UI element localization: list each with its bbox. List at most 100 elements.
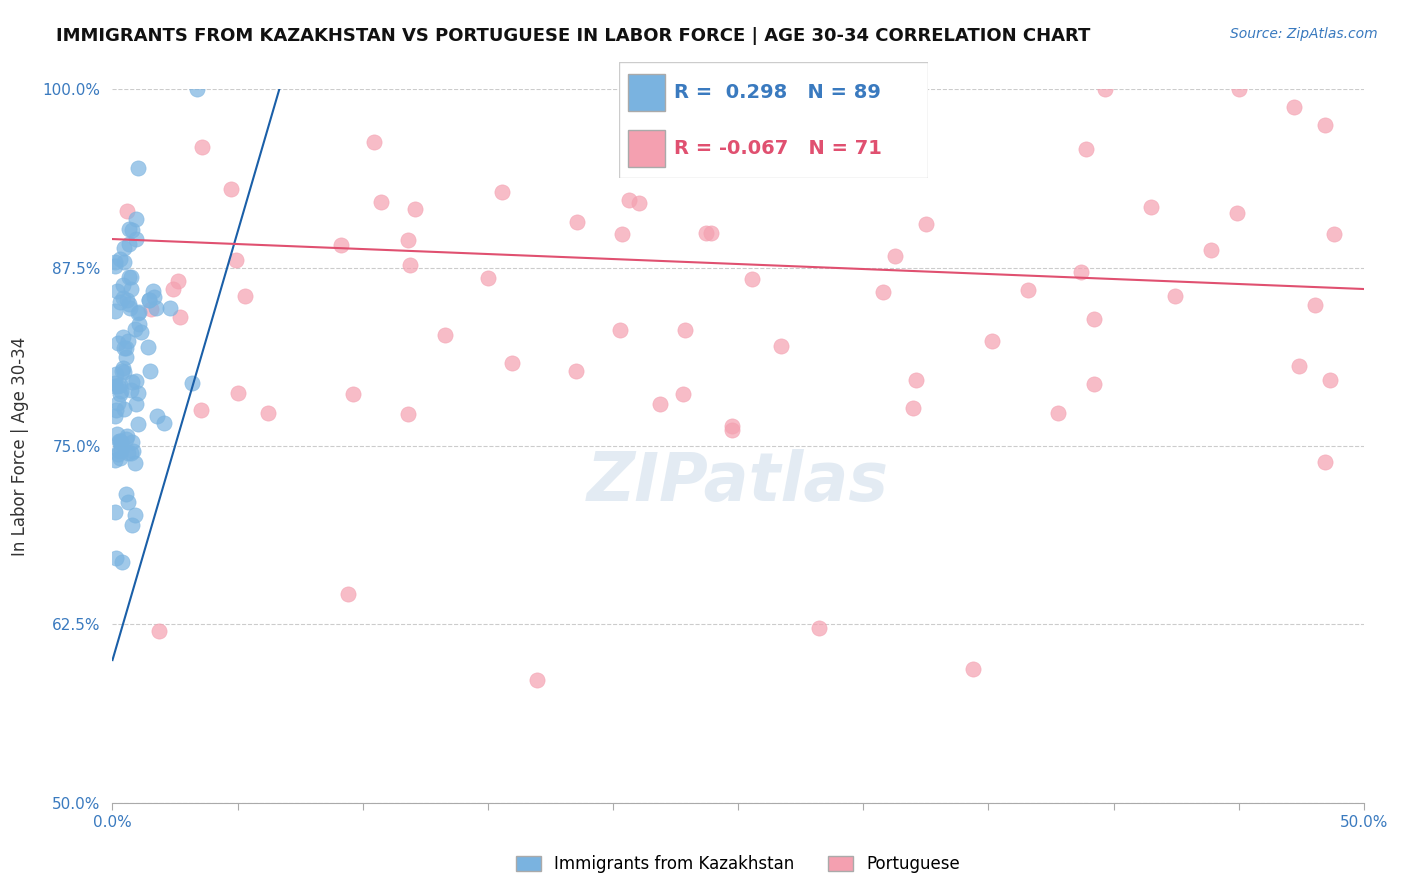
Point — [112, 278, 135, 293]
Point — [114, 487, 136, 501]
Point — [115, 341, 138, 355]
Point — [1313, 118, 1336, 132]
Point — [396, 233, 419, 247]
Point — [180, 376, 202, 390]
Point — [117, 495, 139, 509]
Text: ZIPatlas: ZIPatlas — [588, 449, 889, 515]
Point — [1226, 205, 1249, 219]
Point — [115, 293, 138, 307]
Point — [673, 323, 696, 337]
Point — [104, 409, 127, 423]
Point — [112, 254, 135, 268]
Point — [610, 227, 633, 241]
Point — [120, 301, 142, 315]
Point — [104, 378, 127, 392]
Point — [107, 379, 129, 393]
Point — [108, 295, 131, 310]
Point — [131, 326, 153, 340]
Point — [370, 194, 392, 209]
Point — [104, 304, 127, 318]
Point — [142, 284, 165, 298]
Point — [108, 378, 131, 392]
Point — [112, 401, 135, 416]
Point — [146, 409, 169, 423]
Point — [770, 339, 793, 353]
Point — [162, 282, 184, 296]
Point — [477, 271, 499, 285]
Point — [125, 374, 148, 388]
Point — [721, 423, 744, 437]
Point — [112, 361, 135, 376]
Point — [127, 386, 149, 401]
Point — [118, 297, 141, 311]
Point — [111, 364, 134, 378]
Point — [104, 254, 127, 268]
Point — [124, 321, 146, 335]
Point — [114, 351, 136, 365]
Point — [127, 305, 149, 319]
Point — [766, 153, 789, 168]
Point — [128, 305, 150, 319]
Point — [330, 237, 353, 252]
Point — [111, 555, 134, 569]
Point — [434, 328, 457, 343]
Point — [1083, 312, 1105, 326]
Point — [159, 301, 181, 316]
Point — [191, 140, 214, 154]
Point — [872, 285, 894, 300]
Point — [125, 232, 148, 246]
Point — [139, 302, 162, 317]
Point — [121, 434, 143, 449]
Point — [107, 335, 129, 350]
Point — [121, 282, 143, 296]
Point — [120, 270, 142, 285]
Point — [110, 252, 132, 267]
FancyBboxPatch shape — [628, 129, 665, 167]
Point — [1319, 373, 1341, 387]
Text: IMMIGRANTS FROM KAZAKHSTAN VS PORTUGUESE IN LABOR FORCE | AGE 30-34 CORRELATION : IMMIGRANTS FROM KAZAKHSTAN VS PORTUGUESE… — [56, 27, 1091, 45]
Point — [104, 505, 127, 519]
Point — [115, 432, 138, 446]
Point — [404, 202, 426, 216]
Point — [128, 318, 150, 332]
Point — [118, 221, 141, 235]
Point — [1070, 265, 1092, 279]
Point — [526, 673, 548, 687]
Point — [226, 386, 249, 401]
Point — [721, 418, 744, 433]
Point — [112, 365, 135, 379]
FancyBboxPatch shape — [628, 74, 665, 112]
Point — [110, 384, 132, 399]
Point — [741, 272, 763, 286]
Point — [117, 237, 139, 252]
Y-axis label: In Labor Force | Age 30-34: In Labor Force | Age 30-34 — [11, 336, 28, 556]
Point — [884, 249, 907, 263]
Point — [104, 376, 127, 390]
Point — [609, 323, 631, 337]
Point — [901, 401, 924, 415]
Point — [104, 403, 127, 417]
Point — [225, 253, 247, 268]
Point — [105, 367, 128, 381]
Point — [1074, 142, 1097, 156]
Point — [672, 387, 695, 401]
Point — [1139, 201, 1161, 215]
Point — [650, 397, 672, 411]
Point — [1288, 359, 1310, 373]
Point — [905, 373, 928, 387]
Point — [396, 407, 419, 421]
Point — [1323, 227, 1346, 242]
Point — [110, 436, 132, 450]
Point — [124, 456, 146, 470]
Legend: Immigrants from Kazakhstan, Portuguese: Immigrants from Kazakhstan, Portuguese — [509, 849, 967, 880]
Point — [186, 82, 208, 96]
Point — [1227, 82, 1250, 96]
Point — [143, 290, 166, 304]
Point — [105, 427, 128, 442]
Point — [1199, 243, 1222, 257]
Point — [153, 416, 176, 430]
Point — [219, 181, 242, 195]
Point — [695, 226, 717, 240]
Point — [108, 434, 131, 448]
Point — [166, 274, 188, 288]
